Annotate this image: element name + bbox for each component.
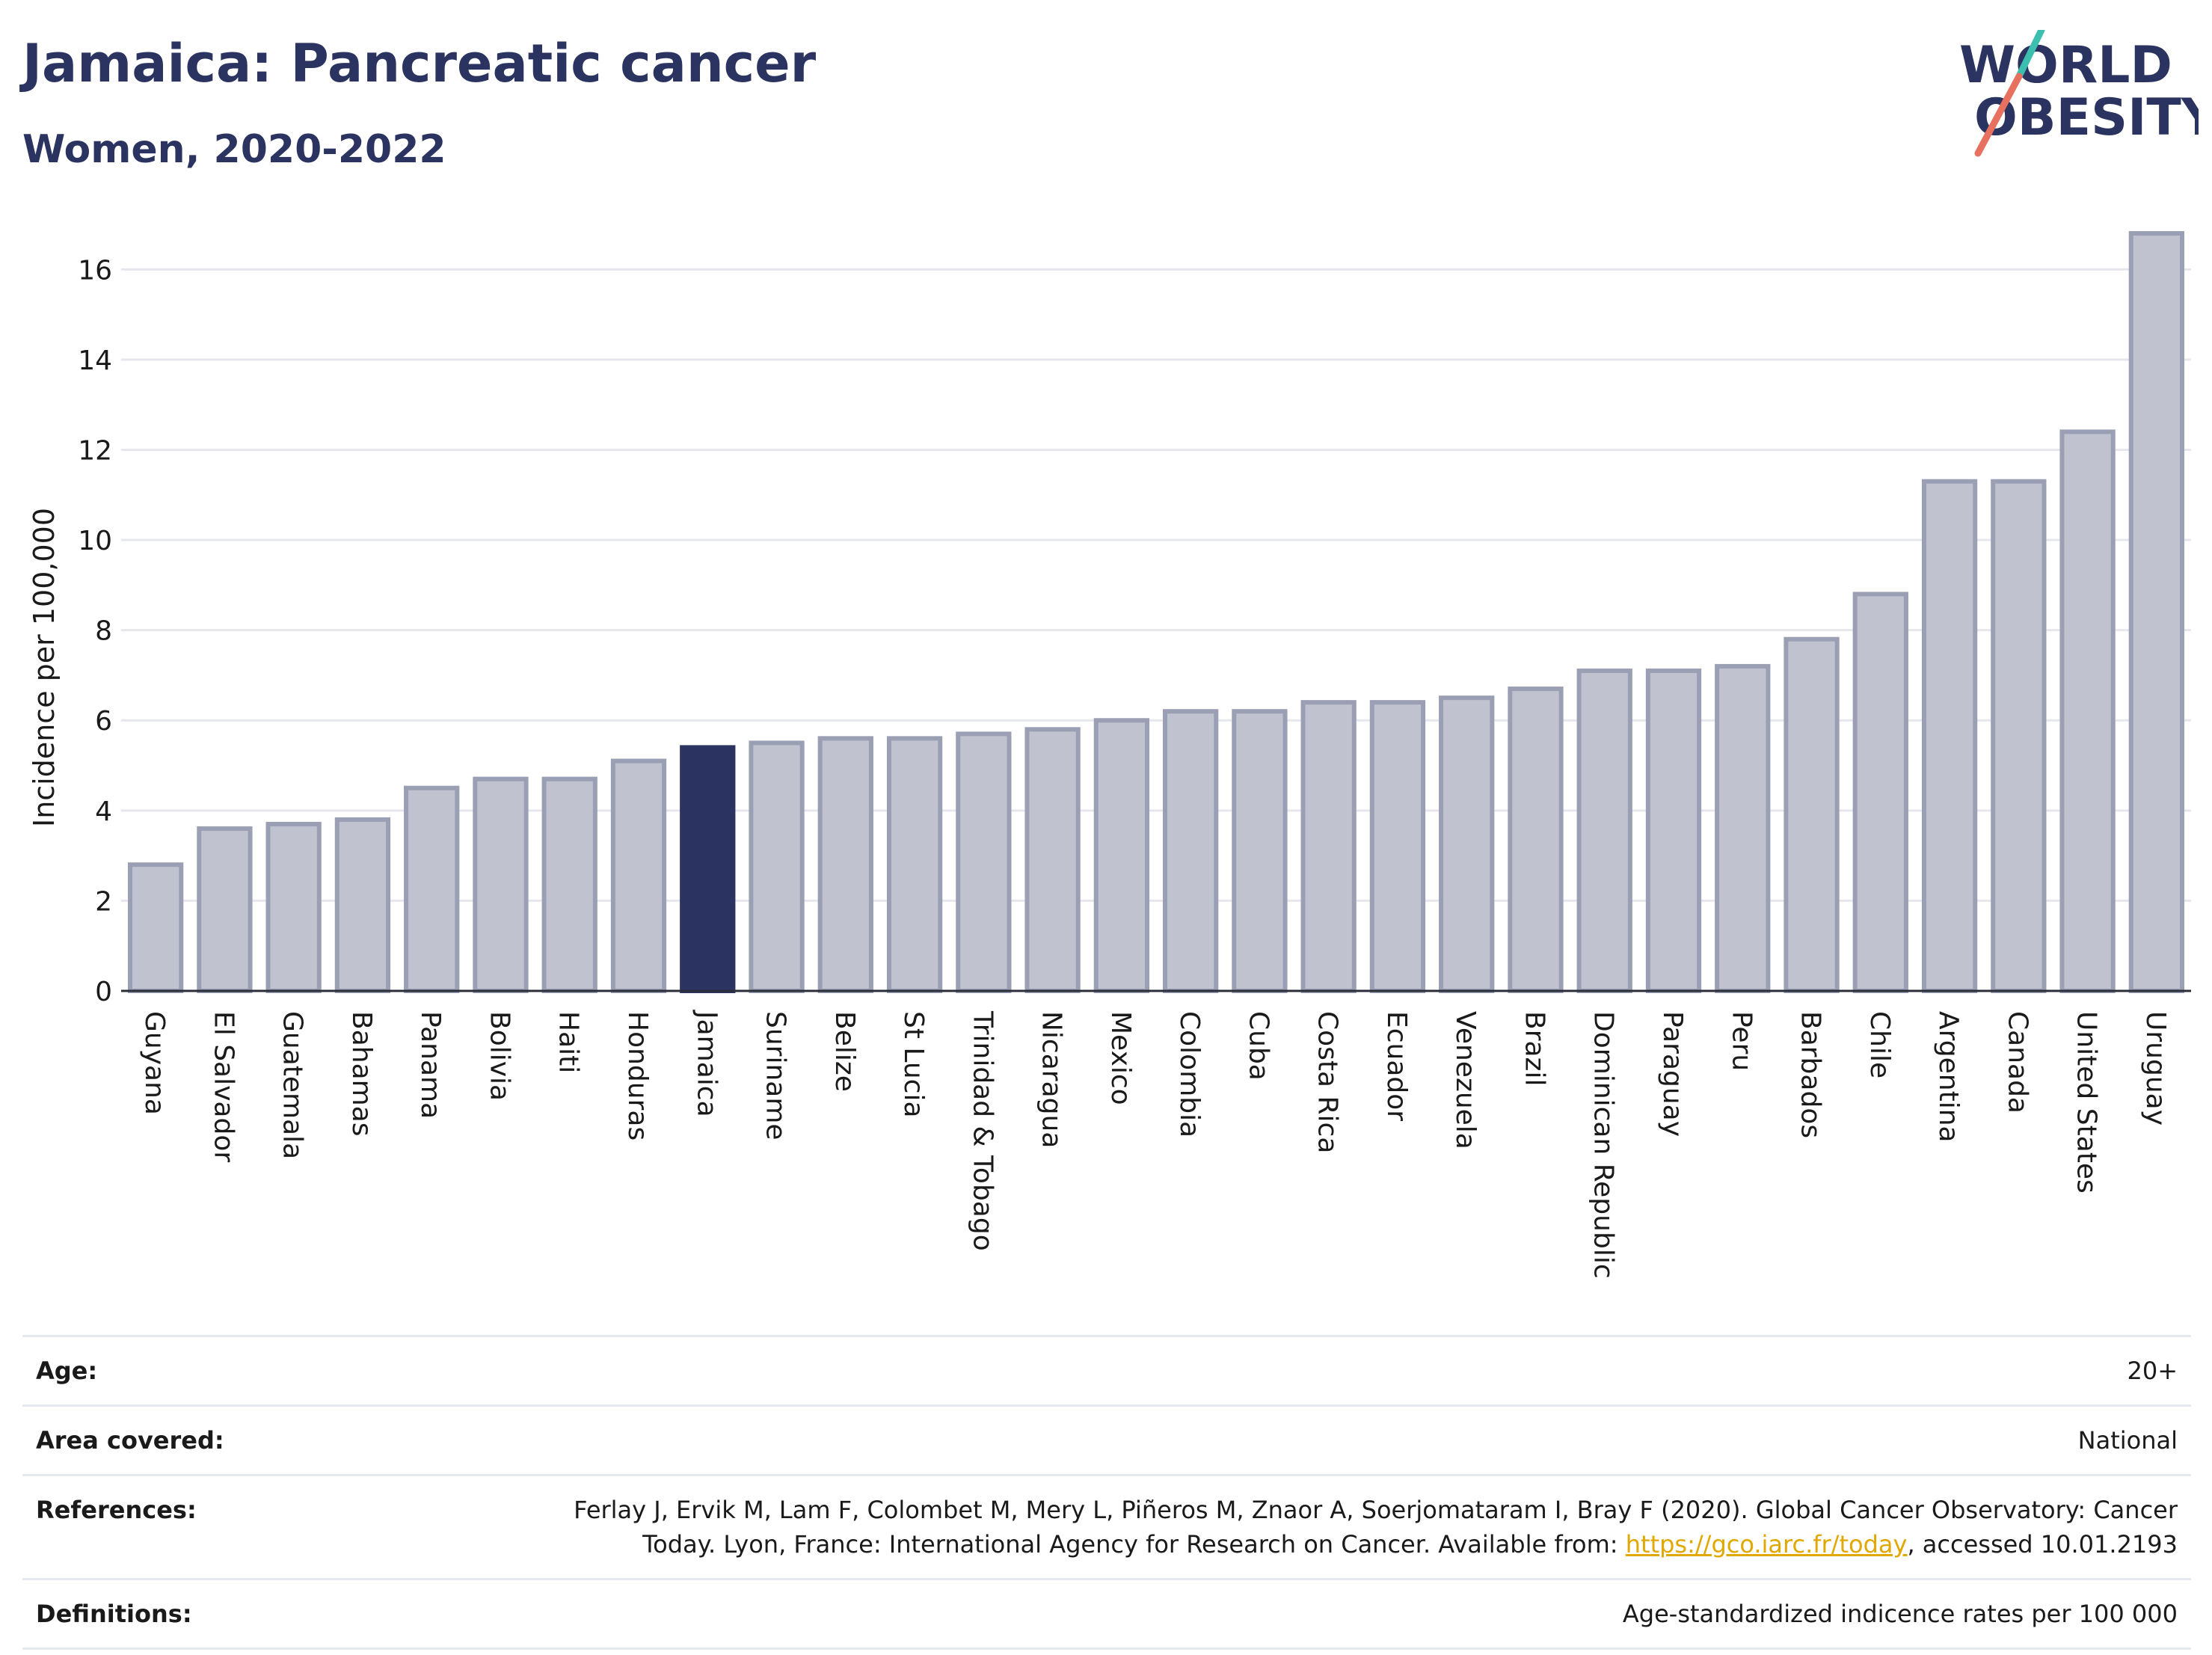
bar-honduras bbox=[610, 758, 667, 993]
y-tick-label: 6 bbox=[95, 706, 112, 737]
y-tick-label: 8 bbox=[95, 616, 112, 647]
logo-slash-teal bbox=[2015, 30, 2045, 80]
bar-guyana bbox=[127, 862, 184, 994]
bar-argentina bbox=[1921, 479, 1978, 993]
bar-chart: 0 2 4 6 8 10 12 14 16 Guyana El Salvador Guatemala… bbox=[28, 231, 2191, 1279]
bar-costa-rica bbox=[1300, 700, 1357, 994]
y-tick-label: 4 bbox=[95, 796, 112, 827]
bar-dominican-republic bbox=[1576, 668, 1632, 993]
grid-lines bbox=[121, 268, 2191, 902]
x-tick-label: Canada bbox=[2002, 1011, 2033, 1114]
world-obesity-logo: WORLD OBESITY bbox=[1959, 30, 2199, 157]
meta-value-references: Ferlay J, Ervik M, Lam F, Colombet M, Me… bbox=[532, 1493, 2178, 1562]
x-tick-label: Trinidad & Tobago bbox=[967, 1010, 998, 1251]
bar-bahamas bbox=[334, 817, 391, 993]
bar-uruguay bbox=[2128, 231, 2185, 993]
bar-st-lucia bbox=[886, 736, 943, 994]
x-tick-label: Panama bbox=[415, 1011, 446, 1119]
bar-panama bbox=[404, 785, 460, 994]
references-text: Ferlay J, Ervik M, Lam F, Colombet M, Me… bbox=[574, 1496, 2178, 1559]
bar-jamaica bbox=[680, 745, 736, 993]
y-tick-label: 16 bbox=[78, 255, 112, 286]
y-axis-label: Incidence per 100,000 bbox=[28, 508, 61, 827]
x-tick-label: Bolivia bbox=[484, 1011, 514, 1101]
y-tick-label: 14 bbox=[78, 346, 112, 376]
bar-paraguay bbox=[1645, 668, 1702, 993]
bar-haiti bbox=[541, 776, 597, 994]
x-tick-label: United States bbox=[2071, 1011, 2102, 1194]
bar-mexico bbox=[1093, 718, 1150, 993]
meta-row-references: References: Ferlay J, Ervik M, Lam F, Co… bbox=[22, 1474, 2191, 1578]
x-tick-label: Paraguay bbox=[1657, 1011, 1688, 1137]
meta-row-definitions: Definitions: Age-standardized indicence … bbox=[22, 1578, 2191, 1650]
bar-suriname bbox=[749, 740, 805, 993]
x-tick-label: Venezuela bbox=[1450, 1011, 1481, 1149]
bars bbox=[127, 231, 2185, 994]
bar-brazil bbox=[1508, 687, 1564, 993]
bar-guatemala bbox=[265, 821, 322, 993]
x-tick-label: Honduras bbox=[622, 1011, 653, 1140]
x-tick-label: Haiti bbox=[553, 1011, 584, 1073]
meta-value-age: 20+ bbox=[2127, 1357, 2178, 1385]
bar-bolivia bbox=[473, 776, 529, 994]
logo-slash-coral bbox=[1974, 73, 2023, 157]
x-tick-label: Belize bbox=[829, 1011, 860, 1092]
meta-value-definitions: Age-standardized indicence rates per 100… bbox=[1622, 1600, 2178, 1628]
x-tick-label: Barbados bbox=[1795, 1011, 1826, 1138]
x-tick-label: Bahamas bbox=[346, 1011, 377, 1137]
y-tick-label: 2 bbox=[95, 886, 112, 917]
chart-title: Jamaica: Pancreatic cancer bbox=[22, 33, 817, 94]
y-tick-labels: 0 2 4 6 8 10 12 14 16 bbox=[78, 255, 112, 1007]
bar-venezuela bbox=[1439, 696, 1495, 994]
meta-label-definitions: Definitions: bbox=[36, 1600, 192, 1628]
bar-peru bbox=[1715, 663, 1771, 993]
y-tick-label: 12 bbox=[78, 435, 112, 466]
bar-chile bbox=[1852, 592, 1908, 993]
logo-word-world: WORLD bbox=[1959, 36, 2172, 95]
bar-united-states bbox=[2059, 429, 2116, 993]
x-tick-label: Chile bbox=[1864, 1011, 1895, 1078]
x-tick-label: Nicaragua bbox=[1036, 1011, 1067, 1148]
references-link[interactable]: https://gco.iarc.fr/today bbox=[1625, 1530, 1908, 1559]
x-tick-label: Costa Rica bbox=[1312, 1011, 1343, 1153]
x-tick-label: Guyana bbox=[139, 1011, 170, 1115]
x-tick-label: Dominican Republic bbox=[1588, 1011, 1619, 1279]
chart-subtitle: Women, 2020-2022 bbox=[22, 127, 446, 172]
x-tick-label: Ecuador bbox=[1381, 1011, 1412, 1121]
x-tick-label: Brazil bbox=[1519, 1011, 1549, 1086]
bar-barbados bbox=[1784, 636, 1840, 993]
bar-cuba bbox=[1232, 709, 1288, 993]
bar-colombia bbox=[1162, 709, 1219, 993]
x-tick-label: El Salvador bbox=[208, 1011, 239, 1162]
x-tick-labels: Guyana El Salvador Guatemala Bahamas Panama B… bbox=[139, 1010, 2171, 1279]
x-tick-label: Suriname bbox=[761, 1011, 791, 1140]
x-tick-label: St Lucia bbox=[898, 1011, 929, 1118]
x-tick-label: Colombia bbox=[1174, 1011, 1205, 1137]
bar-el-salvador bbox=[197, 826, 253, 993]
references-suffix: , accessed 10.01.2193 bbox=[1907, 1530, 2178, 1559]
bar-ecuador bbox=[1369, 700, 1426, 994]
logo-word-obesity: OBESITY bbox=[1974, 88, 2199, 147]
meta-row-age: Age: 20+ bbox=[22, 1335, 2191, 1404]
x-tick-label: Peru bbox=[1726, 1011, 1757, 1071]
y-tick-label: 10 bbox=[78, 526, 112, 556]
y-tick-label: 0 bbox=[95, 977, 112, 1007]
x-tick-label: Cuba bbox=[1243, 1011, 1274, 1081]
x-tick-label: Argentina bbox=[1933, 1011, 1964, 1143]
bar-trinidad-tobago bbox=[956, 731, 1012, 994]
x-tick-label: Guatemala bbox=[277, 1011, 308, 1159]
x-tick-label: Uruguay bbox=[2140, 1011, 2171, 1126]
meta-label-area: Area covered: bbox=[36, 1426, 224, 1455]
x-tick-label: Jamaica bbox=[691, 1010, 722, 1117]
bar-canada bbox=[1991, 479, 2047, 993]
x-tick-label: Mexico bbox=[1105, 1011, 1136, 1105]
meta-row-area: Area covered: National bbox=[22, 1404, 2191, 1474]
meta-value-area: National bbox=[2077, 1426, 2178, 1455]
bar-nicaragua bbox=[1024, 727, 1081, 993]
meta-label-references: References: bbox=[36, 1496, 197, 1524]
bar-belize bbox=[817, 736, 873, 994]
metadata-table: Age: 20+ Area covered: National Referenc… bbox=[22, 1335, 2191, 1650]
meta-label-age: Age: bbox=[36, 1357, 98, 1385]
